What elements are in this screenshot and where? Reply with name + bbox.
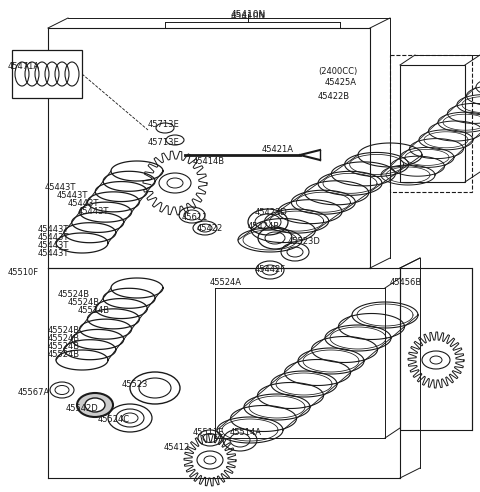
Text: 45443T: 45443T xyxy=(38,241,70,250)
Text: 45523: 45523 xyxy=(122,380,148,389)
Text: 45443T: 45443T xyxy=(57,191,88,200)
Text: 45611: 45611 xyxy=(182,213,208,222)
Text: 45412: 45412 xyxy=(164,443,190,452)
Text: 45443T: 45443T xyxy=(78,207,109,216)
Bar xyxy=(12,50,82,98)
Text: 45443T: 45443T xyxy=(38,233,70,242)
Text: 45713E: 45713E xyxy=(148,120,180,129)
Text: 45511E: 45511E xyxy=(193,428,225,437)
Ellipse shape xyxy=(77,393,113,417)
Text: 45524B: 45524B xyxy=(68,298,100,307)
Bar xyxy=(400,268,472,430)
Text: 45524C: 45524C xyxy=(98,415,130,424)
Bar xyxy=(400,65,465,182)
Text: (2400CC): (2400CC) xyxy=(318,67,357,76)
Text: 45456B: 45456B xyxy=(390,278,422,287)
Text: 45424B: 45424B xyxy=(248,222,280,231)
Text: 45713E: 45713E xyxy=(148,138,180,147)
Text: 45567A: 45567A xyxy=(18,388,50,397)
Text: 45422: 45422 xyxy=(197,224,223,233)
Text: 45524B: 45524B xyxy=(48,326,80,335)
Text: 45510F: 45510F xyxy=(8,268,39,277)
Text: 45425A: 45425A xyxy=(325,78,357,87)
Text: 45423D: 45423D xyxy=(255,208,288,217)
Ellipse shape xyxy=(85,398,105,412)
Text: 45524B: 45524B xyxy=(78,306,110,315)
Bar xyxy=(390,55,472,192)
Text: 45414B: 45414B xyxy=(193,157,225,166)
Text: 45524B: 45524B xyxy=(58,290,90,299)
Text: 45410N: 45410N xyxy=(230,10,265,19)
Text: 45524B: 45524B xyxy=(48,350,80,359)
Text: 45542D: 45542D xyxy=(66,404,99,413)
Text: 45524B: 45524B xyxy=(48,342,80,351)
Text: 45524B: 45524B xyxy=(48,334,80,343)
Text: 45421A: 45421A xyxy=(262,145,294,154)
Text: 45442F: 45442F xyxy=(255,265,286,274)
Text: 45443T: 45443T xyxy=(38,225,70,234)
Text: 45422B: 45422B xyxy=(318,92,350,101)
Text: 45443T: 45443T xyxy=(45,183,76,192)
Text: 45443T: 45443T xyxy=(38,249,70,258)
Text: 45443T: 45443T xyxy=(68,199,99,208)
Text: 45524A: 45524A xyxy=(210,278,242,287)
Text: 45523D: 45523D xyxy=(288,237,321,246)
Text: 45514A: 45514A xyxy=(230,428,262,437)
Text: 45471A: 45471A xyxy=(8,62,40,71)
Text: 45410N: 45410N xyxy=(230,12,265,21)
